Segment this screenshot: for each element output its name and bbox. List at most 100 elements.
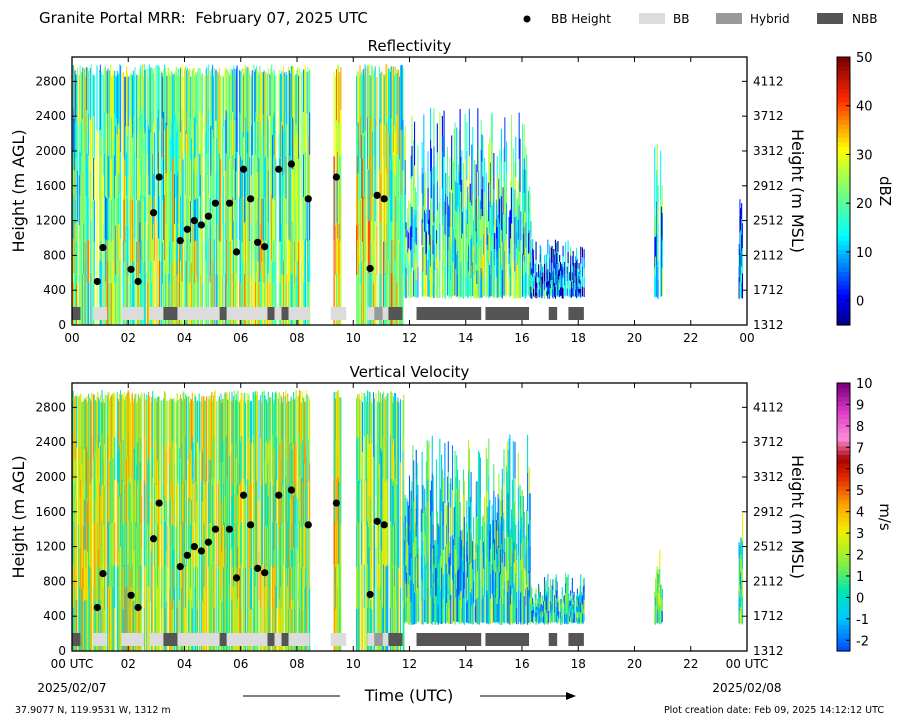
echo-cell — [155, 524, 157, 567]
echo-cell — [527, 434, 529, 473]
echo-cell — [223, 393, 225, 437]
echo-cell — [383, 75, 386, 126]
echo-cell — [223, 399, 225, 442]
echo-cell — [72, 607, 74, 651]
echo-cell — [73, 273, 75, 325]
echo-cell — [472, 541, 474, 570]
echo-cell — [188, 155, 190, 198]
echo-cell — [538, 285, 540, 290]
echo-cell — [475, 599, 477, 624]
echo-cell — [356, 608, 358, 651]
y-tick-label-right: 3312 — [753, 470, 784, 484]
echo-cell — [153, 123, 155, 174]
echo-cell — [435, 596, 437, 625]
echo-cell — [334, 521, 336, 587]
echo-cell — [300, 568, 302, 610]
echo-cell — [439, 112, 441, 150]
echo-cell — [249, 73, 251, 158]
echo-cell — [339, 481, 341, 567]
echo-cell — [194, 75, 196, 117]
echo-cell — [442, 574, 444, 599]
echo-cell — [370, 499, 372, 551]
echo-cell — [455, 549, 457, 574]
echo-cell — [369, 241, 371, 325]
echo-cell — [543, 588, 546, 601]
echo-cell — [495, 522, 497, 548]
colorbar-cell — [837, 517, 850, 523]
echo-cell — [186, 67, 188, 111]
echo-cell — [121, 565, 123, 651]
echo-cell — [660, 597, 663, 611]
echo-cell — [286, 174, 288, 225]
echo-cell — [117, 482, 119, 567]
echo-cell — [361, 551, 364, 602]
echo-cell — [375, 392, 377, 445]
echo-cell — [451, 244, 453, 299]
echo-cell — [198, 393, 200, 446]
echo-cell — [392, 485, 394, 527]
echo-cell — [480, 238, 482, 269]
echo-cell — [433, 146, 435, 185]
echo-cell — [466, 267, 468, 297]
echo-cell — [272, 158, 274, 201]
echo-cell — [293, 443, 295, 496]
echo-cell — [487, 250, 489, 266]
echo-cell — [225, 239, 227, 282]
echo-cell — [204, 158, 206, 242]
echo-cell — [577, 614, 579, 625]
echo-cell — [554, 251, 557, 264]
echo-cell — [163, 197, 165, 240]
bb-class-nbb — [267, 307, 275, 320]
echo-cell — [462, 597, 465, 624]
echo-cell — [526, 267, 528, 296]
echo-cell — [215, 171, 217, 223]
echo-cell — [405, 222, 407, 238]
echo-cell — [179, 448, 181, 500]
echo-cell — [388, 197, 391, 262]
echo-cell — [184, 567, 186, 651]
echo-cell — [518, 251, 520, 298]
echo-cell — [565, 268, 567, 283]
echo-cell — [93, 117, 96, 160]
echo-cell — [123, 564, 125, 651]
echo-cell — [207, 238, 209, 282]
echo-cell — [189, 196, 191, 240]
echo-cell — [508, 499, 510, 531]
echo-cell — [111, 137, 113, 201]
echo-cell — [489, 549, 492, 575]
echo-cell — [223, 441, 225, 484]
echo-cell — [486, 210, 488, 228]
echo-cell — [196, 401, 198, 452]
echo-cell — [446, 573, 449, 598]
echo-cell — [494, 249, 496, 266]
echo-cell — [489, 499, 491, 531]
bb-class-bb — [367, 307, 375, 320]
echo-cell — [364, 259, 366, 325]
echo-cell — [297, 131, 299, 197]
echo-cell — [583, 606, 585, 615]
echo-cell — [202, 481, 204, 567]
echo-cell — [79, 394, 81, 446]
echo-cell — [552, 612, 554, 623]
echo-cell — [108, 240, 110, 283]
echo-cell — [561, 605, 563, 616]
echo-column — [333, 64, 342, 325]
echo-cell — [199, 601, 201, 651]
echo-cell — [153, 196, 155, 261]
echo-cell — [451, 158, 454, 194]
echo-cell — [658, 610, 660, 625]
echo-cell — [385, 566, 387, 651]
echo-cell — [95, 484, 97, 527]
echo-cell — [459, 526, 461, 552]
echo-cell — [87, 402, 89, 453]
echo-cell — [115, 242, 117, 284]
echo-cell — [407, 582, 409, 624]
echo-cell — [131, 564, 134, 651]
echo-cell — [455, 210, 457, 240]
echo-cell — [188, 112, 190, 156]
echo-cell — [359, 151, 361, 239]
echo-cell — [195, 72, 197, 115]
colorbar-label: dBZ — [876, 176, 894, 206]
echo-cell — [389, 156, 391, 241]
echo-cell — [340, 239, 342, 282]
